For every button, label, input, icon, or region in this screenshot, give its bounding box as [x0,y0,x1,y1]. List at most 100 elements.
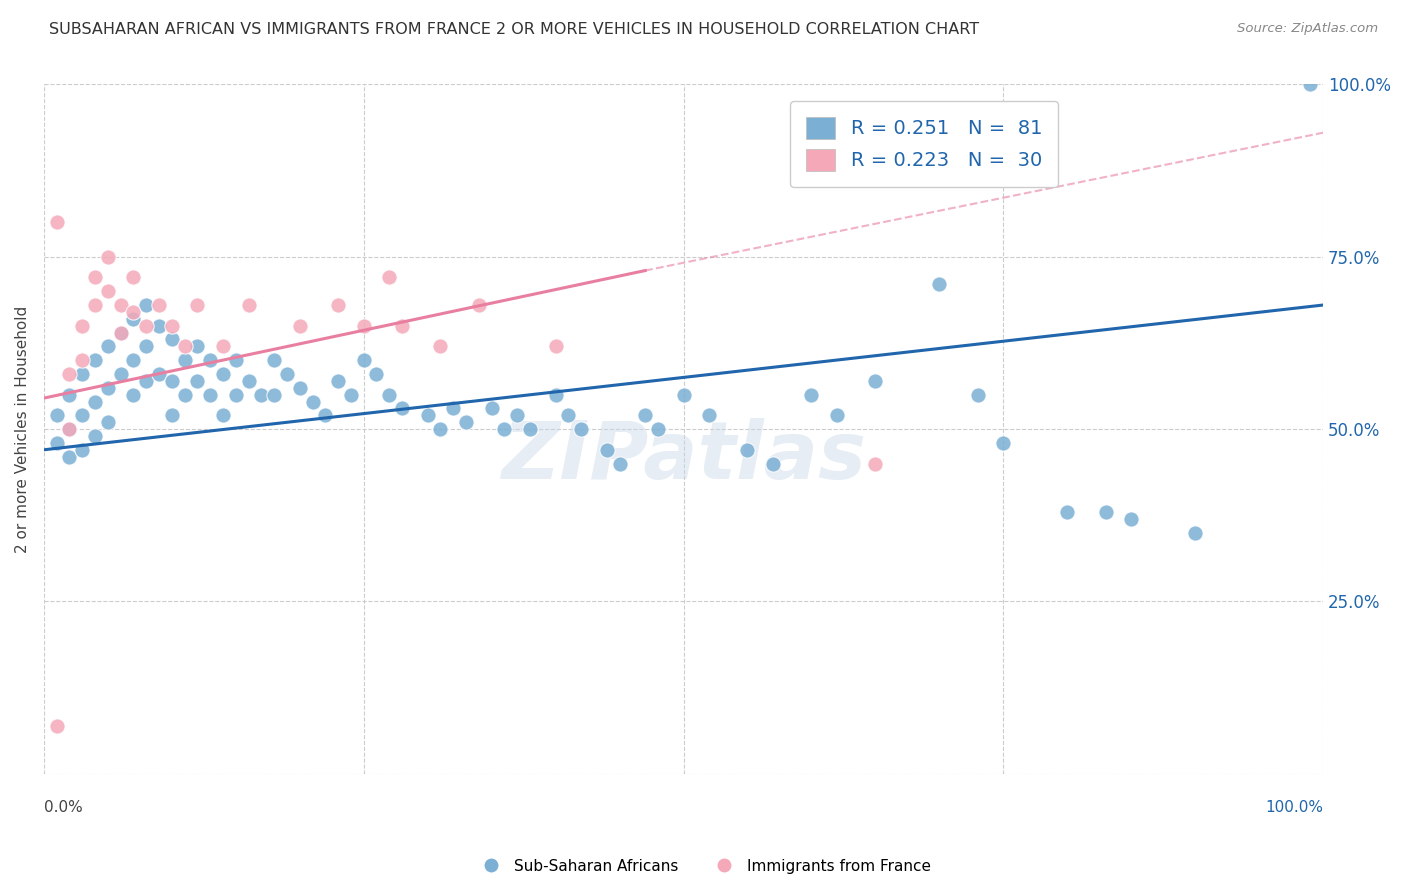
Point [84,353,107,368]
Point [288,381,311,395]
Point [110,326,132,340]
Point [58,422,80,436]
Point [110,367,132,381]
Point [97,381,120,395]
Point [326,374,349,388]
Point [429,422,451,436]
Point [58,387,80,401]
Point [454,415,477,429]
Point [72,409,94,423]
Point [263,387,285,401]
Point [800,387,823,401]
Point [993,436,1015,450]
Point [378,270,401,285]
Point [173,339,195,353]
Point [544,387,567,401]
Point [58,367,80,381]
Point [45,436,67,450]
Point [122,387,145,401]
Text: SUBSAHARAN AFRICAN VS IMMIGRANTS FROM FRANCE 2 OR MORE VEHICLES IN HOUSEHOLD COR: SUBSAHARAN AFRICAN VS IMMIGRANTS FROM FR… [49,22,980,37]
Point [84,394,107,409]
Legend: R = 0.251   N =  81, R = 0.223   N =  30: R = 0.251 N = 81, R = 0.223 N = 30 [790,101,1057,186]
Point [966,387,988,401]
Point [72,318,94,333]
Point [186,339,208,353]
Point [544,339,567,353]
Point [569,422,592,436]
Point [596,442,619,457]
Point [762,457,785,471]
Point [135,298,157,312]
Text: Source: ZipAtlas.com: Source: ZipAtlas.com [1237,22,1378,36]
Point [97,250,120,264]
Point [97,285,120,299]
Point [45,215,67,229]
Point [672,387,695,401]
Point [429,339,451,353]
Point [212,339,235,353]
Point [1121,512,1143,526]
Point [314,409,336,423]
Point [468,298,491,312]
Point [353,318,375,333]
Point [301,394,323,409]
Point [212,409,235,423]
Point [198,387,221,401]
Point [84,298,107,312]
Point [122,270,145,285]
Text: ZIPatlas: ZIPatlas [501,417,866,496]
Point [225,387,247,401]
Point [506,409,529,423]
Point [212,367,235,381]
Point [481,401,503,416]
Point [494,422,516,436]
Point [110,298,132,312]
Point [135,374,157,388]
Point [45,718,67,732]
Point [160,409,183,423]
Point [135,318,157,333]
Point [97,415,120,429]
Point [135,339,157,353]
Point [557,409,579,423]
Point [865,457,887,471]
Point [84,270,107,285]
Point [173,387,195,401]
Point [697,409,720,423]
Point [353,353,375,368]
Point [72,367,94,381]
Point [198,353,221,368]
Text: 100.0%: 100.0% [1265,800,1323,814]
Point [263,353,285,368]
Point [647,422,669,436]
Point [238,374,260,388]
Point [250,387,273,401]
Point [825,409,848,423]
Point [519,422,541,436]
Point [160,333,183,347]
Point [609,457,631,471]
Point [737,442,759,457]
Point [84,429,107,443]
Point [110,326,132,340]
Point [173,353,195,368]
Text: 0.0%: 0.0% [44,800,83,814]
Point [391,318,413,333]
Point [58,422,80,436]
Point [186,374,208,388]
Point [58,450,80,464]
Point [340,387,363,401]
Point [122,311,145,326]
Point [1299,78,1322,92]
Point [160,374,183,388]
Point [441,401,464,416]
Point [1184,525,1206,540]
Point [45,409,67,423]
Point [148,298,170,312]
Legend: Sub-Saharan Africans, Immigrants from France: Sub-Saharan Africans, Immigrants from Fr… [470,853,936,880]
Point [326,298,349,312]
Point [1094,505,1116,519]
Point [72,442,94,457]
Y-axis label: 2 or more Vehicles in Household: 2 or more Vehicles in Household [15,305,30,553]
Point [72,353,94,368]
